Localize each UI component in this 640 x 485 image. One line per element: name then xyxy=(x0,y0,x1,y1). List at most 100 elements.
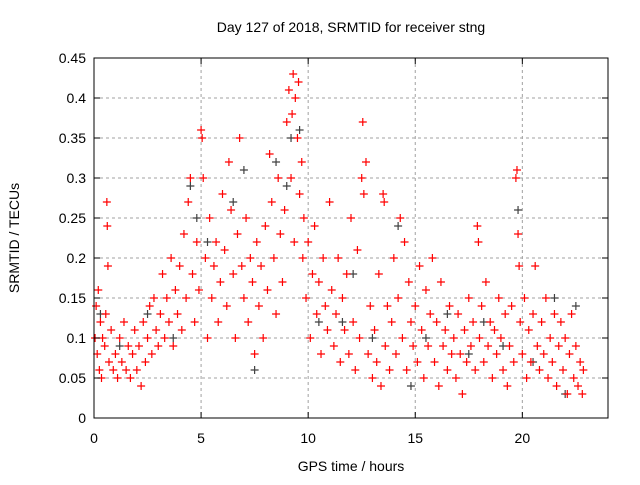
data-point-red xyxy=(237,262,246,270)
x-tick-label: 20 xyxy=(515,430,531,446)
data-point-red xyxy=(494,294,503,302)
data-point-red xyxy=(486,318,495,326)
data-point-red xyxy=(353,246,362,254)
data-point-gray xyxy=(186,182,195,190)
data-point-red xyxy=(182,294,191,302)
data-point-red xyxy=(214,318,223,326)
data-point-red xyxy=(177,326,186,334)
y-tick-label: 0.4 xyxy=(67,90,87,106)
data-point-red xyxy=(302,294,311,302)
data-point-red xyxy=(554,342,563,350)
data-point-gray xyxy=(229,198,238,206)
data-point-red xyxy=(409,342,418,350)
data-point-red xyxy=(430,358,439,366)
data-point-red xyxy=(220,246,229,254)
data-point-red xyxy=(454,310,463,318)
data-point-red xyxy=(458,390,467,398)
data-point-red xyxy=(417,326,426,334)
data-point-red xyxy=(252,238,261,246)
data-point-red xyxy=(102,198,111,206)
data-point-red xyxy=(188,270,197,278)
data-point-red xyxy=(563,390,572,398)
data-point-red xyxy=(490,326,499,334)
data-point-red xyxy=(537,318,546,326)
data-point-red xyxy=(319,254,328,262)
data-point-red xyxy=(406,318,415,326)
data-point-red xyxy=(100,342,109,350)
data-point-red xyxy=(520,294,529,302)
data-point-red xyxy=(471,366,480,374)
x-tick-label: 15 xyxy=(407,430,423,446)
data-point-red xyxy=(261,222,270,230)
data-point-red xyxy=(479,358,488,366)
ticks: 0 0.05 0.1 0.15 0.2 0.25 0.3 0.35 0.4 0.45 0 5 10 15 2… xyxy=(59,50,608,446)
data-point-red xyxy=(411,302,420,310)
data-point-red xyxy=(567,310,576,318)
data-point-red xyxy=(231,334,240,342)
data-point-red xyxy=(505,342,514,350)
data-point-red xyxy=(304,238,313,246)
data-point-red xyxy=(445,302,454,310)
data-point-gray xyxy=(368,334,377,342)
data-point-red xyxy=(139,318,148,326)
data-point-red xyxy=(192,238,201,246)
data-point-red xyxy=(287,174,296,182)
data-point-red xyxy=(205,214,214,222)
data-point-red xyxy=(167,254,176,262)
data-point-red xyxy=(323,326,332,334)
data-point-red xyxy=(280,206,289,214)
data-point-red xyxy=(169,342,178,350)
data-point-red xyxy=(184,198,193,206)
data-point-red xyxy=(512,166,521,174)
data-point-red xyxy=(366,302,375,310)
data-point-red xyxy=(522,374,531,382)
data-point-red xyxy=(298,254,307,262)
data-point-red xyxy=(443,366,452,374)
data-point-gray xyxy=(464,350,473,358)
data-point-red xyxy=(126,374,135,382)
data-point-red xyxy=(190,318,199,326)
data-point-red xyxy=(310,222,319,230)
data-point-red xyxy=(492,350,501,358)
data-point-red xyxy=(265,150,274,158)
data-point-red xyxy=(342,270,351,278)
data-point-red xyxy=(117,358,126,366)
data-point-red xyxy=(349,318,358,326)
data-point-red xyxy=(516,318,525,326)
data-point-red xyxy=(509,358,518,366)
data-point-red xyxy=(565,350,574,358)
data-point-red xyxy=(496,334,505,342)
y-tick-label: 0.3 xyxy=(67,170,87,186)
data-point-gray xyxy=(272,158,281,166)
data-point-red xyxy=(432,318,441,326)
data-point-red xyxy=(306,334,315,342)
data-point-red xyxy=(198,134,207,142)
data-point-red xyxy=(336,358,345,366)
data-point-gray xyxy=(338,318,347,326)
data-point-red xyxy=(428,254,437,262)
data-point-red xyxy=(288,110,297,118)
data-point-gray xyxy=(282,182,291,190)
data-point-gray xyxy=(250,366,259,374)
data-point-red xyxy=(92,302,101,310)
data-point-red xyxy=(548,358,557,366)
data-point-red xyxy=(246,254,255,262)
data-point-red xyxy=(111,350,120,358)
data-point-gray xyxy=(239,166,248,174)
data-point-red xyxy=(559,366,568,374)
data-point-red xyxy=(297,158,306,166)
data-point-red xyxy=(511,174,520,182)
data-point-red xyxy=(158,270,167,278)
data-point-red xyxy=(203,334,212,342)
data-point-red xyxy=(267,198,276,206)
data-point-red xyxy=(197,126,206,134)
data-point-red xyxy=(571,342,580,350)
data-point-red xyxy=(216,278,225,286)
data-point-red xyxy=(391,350,400,358)
data-point-red xyxy=(130,326,139,334)
data-point-red xyxy=(460,326,469,334)
data-point-red xyxy=(503,382,512,390)
data-point-red xyxy=(396,214,405,222)
data-point-red xyxy=(529,310,538,318)
data-point-red xyxy=(351,366,360,374)
